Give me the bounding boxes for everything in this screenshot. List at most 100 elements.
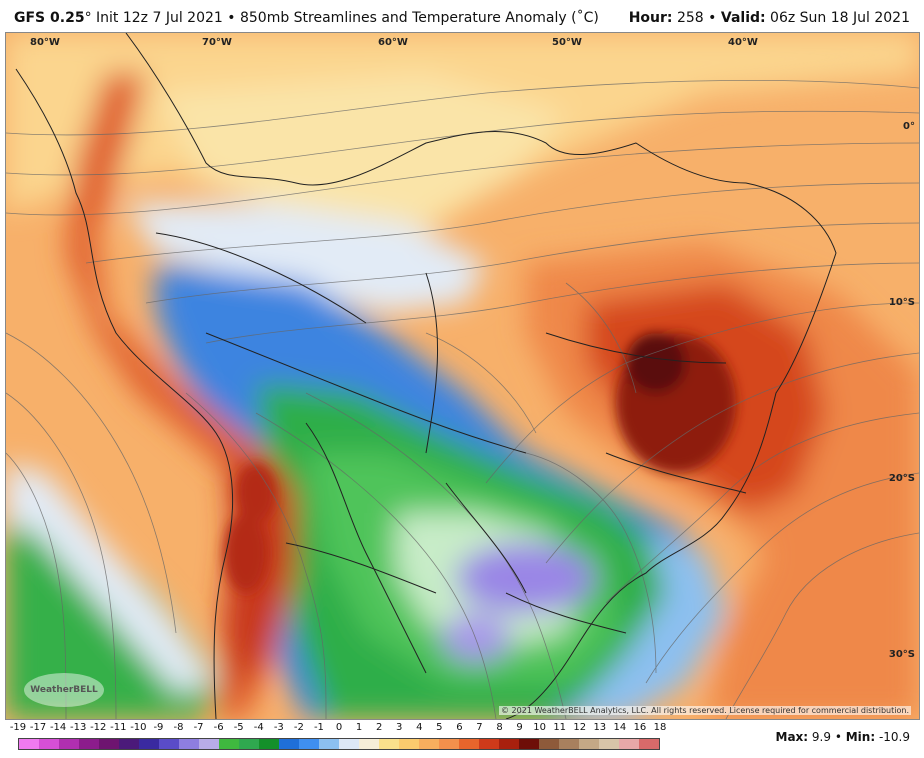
color-swatch [599, 739, 619, 749]
color-swatch [519, 739, 539, 749]
lat-label-30s: 30°S [888, 649, 915, 660]
max-min-readout: Max: 9.9 • Min: -10.9 [776, 730, 910, 744]
color-scale-tick: -6 [213, 722, 224, 733]
map-header: GFS 0.25° Init 12z 7 Jul 2021 • 850mb St… [0, 0, 924, 32]
color-scale-tick: 8 [496, 722, 503, 733]
hour-separator: • [708, 10, 721, 26]
color-scale-tick: 4 [416, 722, 423, 733]
color-scale-tick: 13 [593, 722, 607, 733]
color-scale-tick: -8 [173, 722, 184, 733]
color-swatch [39, 739, 59, 749]
color-scale-tick: 11 [553, 722, 567, 733]
lat-label-0: 0° [903, 121, 915, 132]
lon-label-60w: 60°W [378, 37, 408, 48]
color-scale-tick: 16 [633, 722, 647, 733]
lon-label-50w: 50°W [552, 37, 582, 48]
color-swatch [139, 739, 159, 749]
color-swatch [479, 739, 499, 749]
max-value: 9.9 [808, 730, 831, 744]
streamlines [6, 79, 919, 719]
color-scale-tick: 2 [375, 722, 383, 733]
title-separator: • [222, 10, 240, 26]
map-panel: 80°W 70°W 60°W 50°W 40°W 0° 10°S 20°S 30… [5, 32, 920, 720]
coastlines-and-borders [15, 33, 837, 719]
color-swatch [219, 739, 239, 749]
color-swatch [299, 739, 319, 749]
forecast-hour-info: Hour: 258 • Valid: 06z Sun 18 Jul 2021 [629, 10, 910, 26]
color-scale-tick: -13 [70, 722, 87, 733]
product-name: 850mb Streamlines and Temperature Anomal… [239, 10, 599, 26]
lon-label-70w: 70°W [202, 37, 232, 48]
color-swatch [439, 739, 459, 749]
color-scale-tick: -9 [153, 722, 164, 733]
lat-label-10s: 10°S [888, 297, 915, 308]
color-swatch [119, 739, 139, 749]
min-value: -10.9 [875, 730, 910, 744]
min-label: Min: [845, 730, 876, 744]
color-swatch [239, 739, 259, 749]
copyright-notice: © 2021 WeatherBELL Analytics, LLC. All r… [499, 706, 911, 715]
lat-label-20s: 20°S [888, 473, 915, 484]
color-scale-tick: -10 [130, 722, 147, 733]
color-swatch [319, 739, 339, 749]
color-swatch [539, 739, 559, 749]
color-swatch [579, 739, 599, 749]
color-swatch [399, 739, 419, 749]
valid-value: 06z Sun 18 Jul 2021 [765, 10, 910, 26]
valid-label: Valid: [720, 10, 766, 26]
color-swatch [459, 739, 479, 749]
hour-label: Hour: [628, 10, 673, 26]
color-scale-tick: 3 [396, 722, 403, 733]
color-scale-tick: 12 [573, 722, 587, 733]
color-swatch [199, 739, 219, 749]
lon-label-40w: 40°W [728, 37, 758, 48]
color-scale-tick: 10 [533, 722, 546, 733]
color-scale-tick: -1 [313, 722, 324, 733]
max-label: Max: [775, 730, 809, 744]
color-scale-tick: 1 [355, 722, 363, 733]
color-scale-tick: 9 [516, 722, 523, 733]
init-time: Init 12z 7 Jul 2021 [91, 10, 223, 26]
color-swatch [359, 739, 379, 749]
color-swatch [159, 739, 179, 749]
color-swatch [559, 739, 579, 749]
temperature-anomaly-map [6, 33, 919, 719]
color-swatch [259, 739, 279, 749]
color-swatch [79, 739, 99, 749]
color-scale-tick: -14 [49, 722, 67, 733]
color-swatch [379, 739, 399, 749]
color-scale-tick: 6 [456, 722, 463, 733]
degree-sign: ° [84, 10, 92, 26]
color-scale-tick: 14 [613, 722, 627, 733]
color-swatch [619, 739, 639, 749]
color-swatch [279, 739, 299, 749]
color-swatch [639, 739, 659, 749]
color-scale-tick: -17 [29, 722, 47, 733]
model-name: GFS 0.25 [14, 10, 85, 26]
color-scale-tick: 7 [476, 722, 483, 733]
color-scale-tick: -11 [110, 722, 127, 733]
color-swatch [59, 739, 79, 749]
anomaly-max-core [224, 333, 736, 593]
color-scale: -19 -17 -14 -13 -12 -11 -10 -9 -8 -7 -6 -5 -4 -3 -2 -1 0… [10, 722, 666, 752]
weatherbell-logo: WeatherBELL [24, 673, 104, 707]
color-scale-tick: -2 [293, 722, 304, 733]
hour-value: 258 [672, 10, 709, 26]
color-scale-tick: -4 [253, 722, 264, 733]
color-scale-tick: 5 [436, 722, 443, 733]
color-swatch [339, 739, 359, 749]
color-scale-tick: 0 [335, 722, 343, 733]
map-title: GFS 0.25° Init 12z 7 Jul 2021 • 850mb St… [14, 10, 599, 26]
color-scale-tick: 18 [653, 722, 667, 733]
color-scale-tick: -12 [90, 722, 107, 733]
color-swatch [19, 739, 39, 749]
color-scale-bar [18, 738, 660, 750]
color-swatch [99, 739, 119, 749]
max-min-separator: • [831, 730, 846, 744]
lon-label-80w: 80°W [30, 37, 60, 48]
color-scale-tick: -3 [273, 722, 284, 733]
color-swatch [179, 739, 199, 749]
color-scale-tick: -5 [233, 722, 244, 733]
color-scale-tick: -7 [193, 722, 204, 733]
color-scale-tick: -19 [9, 722, 27, 733]
